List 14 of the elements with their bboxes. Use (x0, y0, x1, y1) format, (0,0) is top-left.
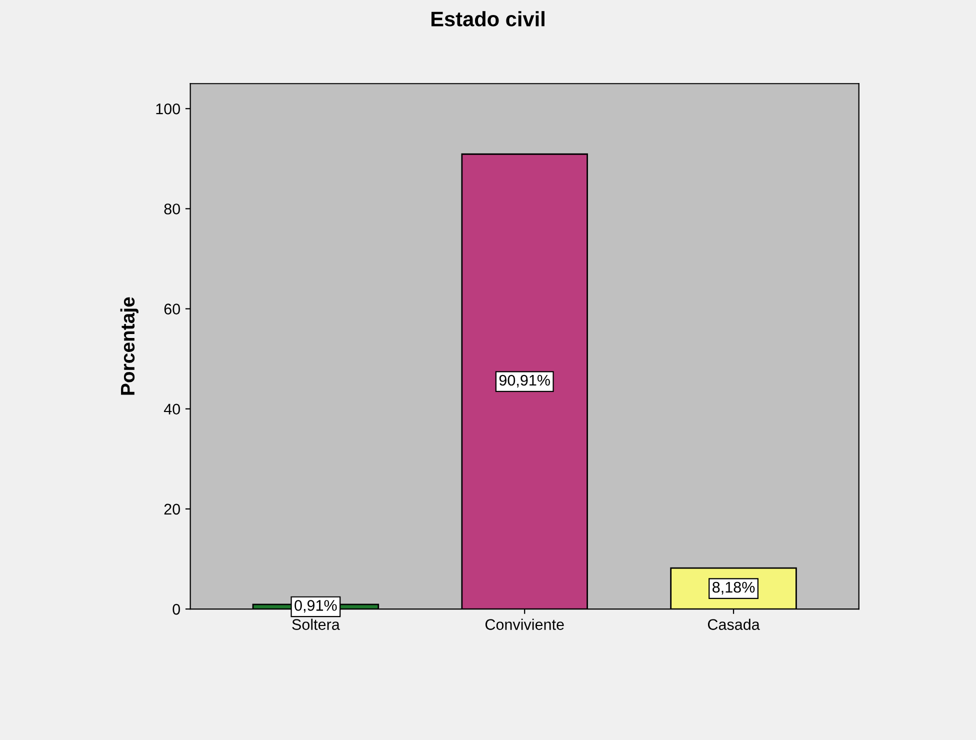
y-tick-label: 60 (164, 304, 180, 314)
y-axis-title: Porcentaje (120, 297, 138, 395)
data-label: 0,91% (294, 600, 337, 613)
y-tick-label: 40 (164, 404, 180, 415)
y-tick-label: 80 (164, 204, 180, 214)
data-label: 8,18% (712, 582, 755, 594)
x-tick-label: Soltera (292, 618, 340, 630)
x-tick-label: Casada (708, 618, 760, 630)
y-tick-label: 20 (164, 504, 180, 515)
chart-title: Estado civil (432, 11, 544, 26)
y-tick-label: 0 (172, 604, 180, 615)
data-label: 90,91% (499, 374, 550, 388)
x-tick-label: Conviviente (485, 618, 564, 630)
y-tick-label: 100 (156, 104, 180, 114)
